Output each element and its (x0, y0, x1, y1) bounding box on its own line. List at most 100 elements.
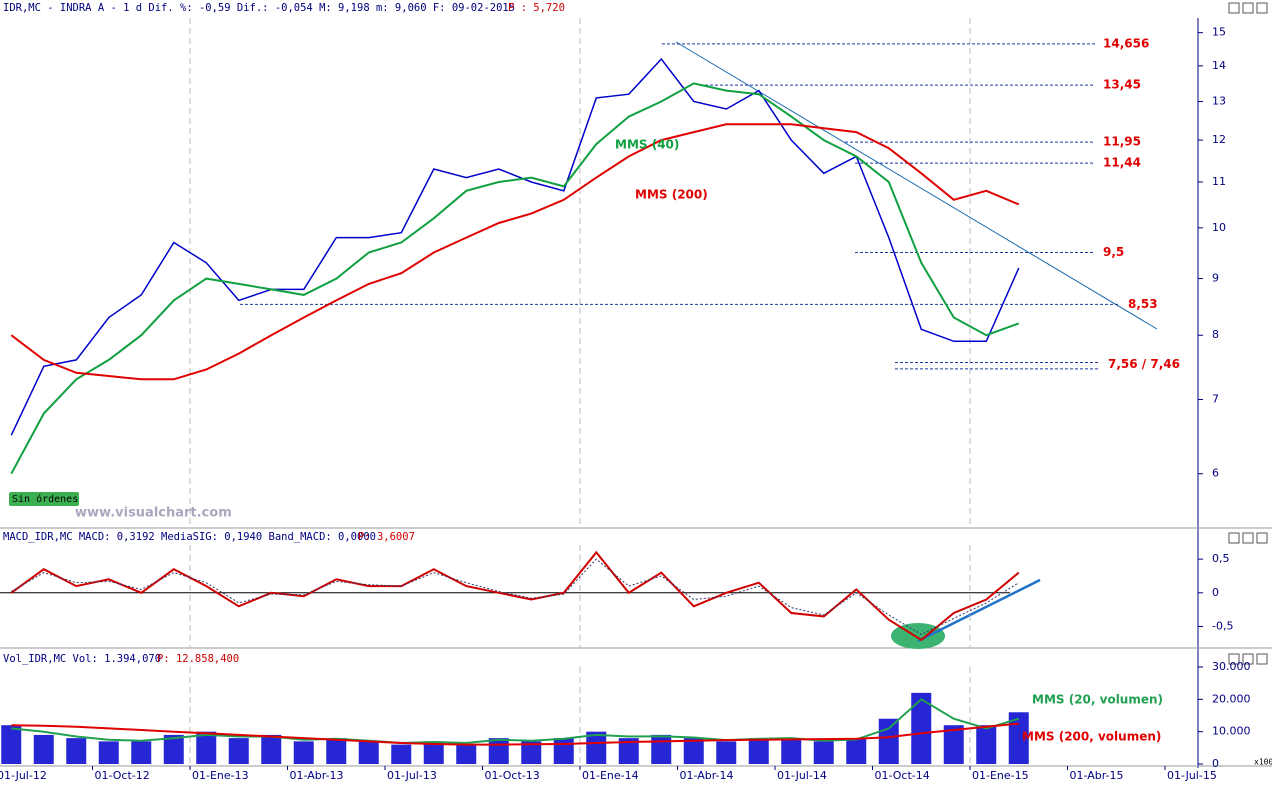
volume-bar (326, 738, 347, 764)
y-tick-label: 15 (1212, 26, 1226, 39)
x-tick-label: 01-Abr-15 (1070, 769, 1124, 782)
volume-bar (456, 744, 477, 764)
watermark: www.visualchart.com (75, 506, 232, 521)
volume-bar (228, 738, 249, 764)
x-tick-label: 01-Ene-14 (582, 769, 639, 782)
legend-label: MMS (40) (615, 138, 679, 152)
y-tick-label: 12 (1212, 133, 1226, 146)
volume-bar (716, 741, 737, 764)
button[interactable] (1228, 2, 1240, 14)
header: MACD_IDR,MC MACD: 0,3192 MediaSIG: 0,194… (3, 531, 376, 543)
volume-bar (976, 725, 997, 764)
legend-label: MMS (200, volumen) (1022, 730, 1161, 744)
x-tick-label: 01-Jul-13 (387, 769, 437, 782)
volume-bar (1008, 712, 1029, 764)
volume-bar (521, 741, 542, 764)
volume-bar (1, 725, 22, 764)
y-tick-label: 7 (1212, 393, 1219, 406)
volume-bar (488, 738, 509, 764)
volume-bar (33, 734, 54, 764)
volume-bar (911, 692, 932, 764)
level-label: 11,95 (1103, 135, 1141, 149)
level-label: 14,656 (1103, 36, 1149, 50)
x-tick-label: 01-Jul-12 (0, 769, 47, 782)
y-tick-label: 11 (1212, 175, 1226, 188)
y-tick-label: 8 (1212, 328, 1219, 341)
x-tick-label: 01-Jul-14 (777, 769, 827, 782)
level-label: 9,5 (1103, 245, 1124, 259)
level-label: 8,53 (1128, 297, 1158, 311)
header-price: P: 12.858,400 (157, 653, 239, 665)
trendline (675, 41, 1158, 330)
volume-bar (98, 741, 119, 764)
volume-bar (683, 738, 704, 764)
y-tick-label: 20.000 (1212, 692, 1251, 705)
y-tick-label: 0 (1212, 586, 1219, 599)
volume-bar (553, 738, 574, 764)
legend-label: MMS (20, volumen) (1032, 693, 1163, 707)
series-line (10, 57, 1020, 436)
y-tick-label: 0 (1212, 757, 1219, 770)
badge (9, 492, 79, 506)
volume-bar (131, 741, 152, 764)
y-tick-label: 13 (1212, 95, 1226, 108)
level-label: 7,56 / 7,46 (1108, 357, 1180, 371)
button[interactable] (1242, 532, 1254, 544)
button[interactable] (1228, 653, 1240, 665)
series-line (11, 558, 1020, 636)
y-tick-label: 10 (1212, 221, 1226, 234)
x-tick-label: 01-Jul-15 (1167, 769, 1217, 782)
y-tick-label: 30.000 (1212, 660, 1251, 673)
header-price: P: 3,6007 (358, 531, 415, 543)
legend-label: MMS (200) (635, 188, 708, 202)
y-tick-label: 14 (1212, 59, 1226, 72)
button[interactable] (1242, 653, 1254, 665)
volume-bar (423, 741, 444, 764)
x-tick-label: 01-Ene-13 (192, 769, 249, 782)
button[interactable] (1242, 2, 1254, 14)
unit: x100 (1254, 758, 1272, 767)
header: Vol_IDR,MC Vol: 1.394,070 (3, 653, 161, 665)
level-label: 11,44 (1103, 156, 1141, 170)
button[interactable] (1256, 532, 1268, 544)
badge-text: Sin órdenes (12, 493, 78, 505)
volume-bar (586, 731, 607, 764)
x-tick-label: 01-Oct-14 (875, 769, 930, 782)
x-tick-label: 01-Abr-14 (680, 769, 734, 782)
volume-bar (261, 734, 282, 764)
volume-bar (196, 731, 217, 764)
volume-bar (358, 741, 379, 764)
volume-bar (618, 738, 639, 764)
window-buttons (1228, 2, 1268, 665)
volume-bar (813, 741, 834, 764)
header: IDR,MC - INDRA A - 1 d Dif. %: -0,59 Dif… (3, 2, 515, 14)
volume-bar (651, 734, 672, 764)
volume-bar (163, 734, 184, 764)
series-line (10, 82, 1020, 475)
y-tick-label: 9 (1212, 272, 1219, 285)
button[interactable] (1256, 653, 1268, 665)
volume-bar (66, 738, 87, 764)
series-line (10, 123, 1020, 381)
button[interactable] (1228, 532, 1240, 544)
x-tick-label: 01-Ene-15 (972, 769, 1029, 782)
x-tick-label: 01-Oct-13 (485, 769, 540, 782)
y-tick-label: -0,5 (1212, 619, 1233, 632)
volume-bar (748, 738, 769, 764)
y-tick-label: 6 (1212, 467, 1219, 480)
header-price: P : 5,720 (508, 2, 565, 14)
volume-bar (846, 738, 867, 764)
x-tick-label: 01-Abr-13 (290, 769, 344, 782)
volume-bar (391, 744, 412, 764)
trendline (917, 578, 1041, 643)
x-tick-label: 01-Oct-12 (95, 769, 150, 782)
series-line (11, 722, 1019, 746)
volume-bar (878, 718, 899, 764)
series-line (10, 550, 1020, 642)
volume-bar (781, 738, 802, 764)
level-label: 13,45 (1103, 78, 1141, 92)
y-tick-label: 10.000 (1212, 725, 1251, 738)
volume-bar (943, 725, 964, 764)
button[interactable] (1256, 2, 1268, 14)
